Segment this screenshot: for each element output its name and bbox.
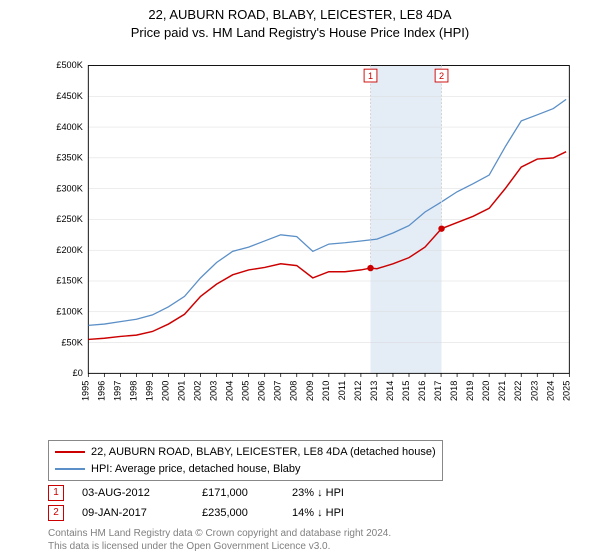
svg-text:1996: 1996 xyxy=(96,381,106,401)
svg-text:2021: 2021 xyxy=(497,381,507,401)
sale-row: 2 09-JAN-2017£235,00014% ↓ HPI xyxy=(48,503,392,523)
svg-text:1998: 1998 xyxy=(128,381,138,401)
svg-text:2015: 2015 xyxy=(401,381,411,401)
svg-text:2017: 2017 xyxy=(433,381,443,401)
title-line-1: 22, AUBURN ROAD, BLABY, LEICESTER, LE8 4… xyxy=(0,6,600,24)
svg-text:2016: 2016 xyxy=(417,381,427,401)
svg-text:2010: 2010 xyxy=(321,381,331,401)
title-line-2: Price paid vs. HM Land Registry's House … xyxy=(0,24,600,42)
svg-text:£150K: £150K xyxy=(56,276,82,286)
svg-text:2024: 2024 xyxy=(545,381,555,401)
legend-item: 22, AUBURN ROAD, BLABY, LEICESTER, LE8 4… xyxy=(55,444,436,461)
svg-text:2019: 2019 xyxy=(465,381,475,401)
svg-text:2022: 2022 xyxy=(513,381,523,401)
svg-text:2008: 2008 xyxy=(289,381,299,401)
svg-text:£50K: £50K xyxy=(61,337,82,347)
svg-text:2011: 2011 xyxy=(337,381,347,401)
svg-text:2004: 2004 xyxy=(225,381,235,401)
svg-text:£500K: £500K xyxy=(56,60,82,70)
series-hpi xyxy=(88,99,566,325)
svg-text:2025: 2025 xyxy=(561,381,571,401)
legend-swatch xyxy=(55,468,85,470)
svg-text:£450K: £450K xyxy=(56,91,82,101)
svg-text:2012: 2012 xyxy=(353,381,363,401)
footer-line-1: Contains HM Land Registry data © Crown c… xyxy=(48,527,391,540)
sale-marker-box: 2 xyxy=(48,505,64,521)
title-block: 22, AUBURN ROAD, BLABY, LEICESTER, LE8 4… xyxy=(0,0,600,42)
chart-container: 22, AUBURN ROAD, BLABY, LEICESTER, LE8 4… xyxy=(0,0,600,560)
footer-line-2: This data is licensed under the Open Gov… xyxy=(48,540,391,553)
sale-price: £171,000 xyxy=(202,487,292,499)
svg-text:2: 2 xyxy=(439,71,444,81)
legend-item: HPI: Average price, detached house, Blab… xyxy=(55,461,436,478)
legend-swatch xyxy=(55,451,85,453)
svg-text:£0: £0 xyxy=(73,368,83,378)
sale-marker-box: 1 xyxy=(48,485,64,501)
svg-text:2007: 2007 xyxy=(273,381,283,401)
svg-text:£400K: £400K xyxy=(56,122,82,132)
svg-text:£300K: £300K xyxy=(56,183,82,193)
sale-hpi-delta: 23% ↓ HPI xyxy=(292,487,392,499)
svg-text:1997: 1997 xyxy=(112,381,122,401)
sale-date: 09-JAN-2017 xyxy=(82,507,202,519)
svg-text:2018: 2018 xyxy=(449,381,459,401)
legend-label: HPI: Average price, detached house, Blab… xyxy=(91,461,301,478)
svg-text:1999: 1999 xyxy=(144,381,154,401)
svg-text:£100K: £100K xyxy=(56,307,82,317)
svg-text:1: 1 xyxy=(368,71,373,81)
legend-label: 22, AUBURN ROAD, BLABY, LEICESTER, LE8 4… xyxy=(91,444,436,461)
svg-text:£350K: £350K xyxy=(56,153,82,163)
svg-text:2014: 2014 xyxy=(385,381,395,401)
svg-text:2006: 2006 xyxy=(257,381,267,401)
sale-hpi-delta: 14% ↓ HPI xyxy=(292,507,392,519)
svg-text:2023: 2023 xyxy=(529,381,539,401)
sale-date: 03-AUG-2012 xyxy=(82,487,202,499)
svg-text:2005: 2005 xyxy=(241,381,251,401)
svg-text:£250K: £250K xyxy=(56,214,82,224)
footer: Contains HM Land Registry data © Crown c… xyxy=(48,527,391,553)
svg-text:2002: 2002 xyxy=(193,381,203,401)
sales-table: 1 03-AUG-2012£171,00023% ↓ HPI 2 09-JAN-201… xyxy=(48,483,392,523)
svg-text:2001: 2001 xyxy=(177,381,187,401)
svg-text:2013: 2013 xyxy=(369,381,379,401)
svg-text:2020: 2020 xyxy=(481,381,491,401)
price-chart: £0 £50K £100K £150K £200K £250K £300K £350K £400… xyxy=(48,50,573,420)
svg-text:2009: 2009 xyxy=(305,381,315,401)
legend: 22, AUBURN ROAD, BLABY, LEICESTER, LE8 4… xyxy=(48,440,443,481)
svg-text:1995: 1995 xyxy=(80,381,90,401)
sale-price: £235,000 xyxy=(202,507,292,519)
svg-text:£200K: £200K xyxy=(56,245,82,255)
sale-row: 1 03-AUG-2012£171,00023% ↓ HPI xyxy=(48,483,392,503)
svg-text:2003: 2003 xyxy=(209,381,219,401)
svg-text:2000: 2000 xyxy=(160,381,170,401)
